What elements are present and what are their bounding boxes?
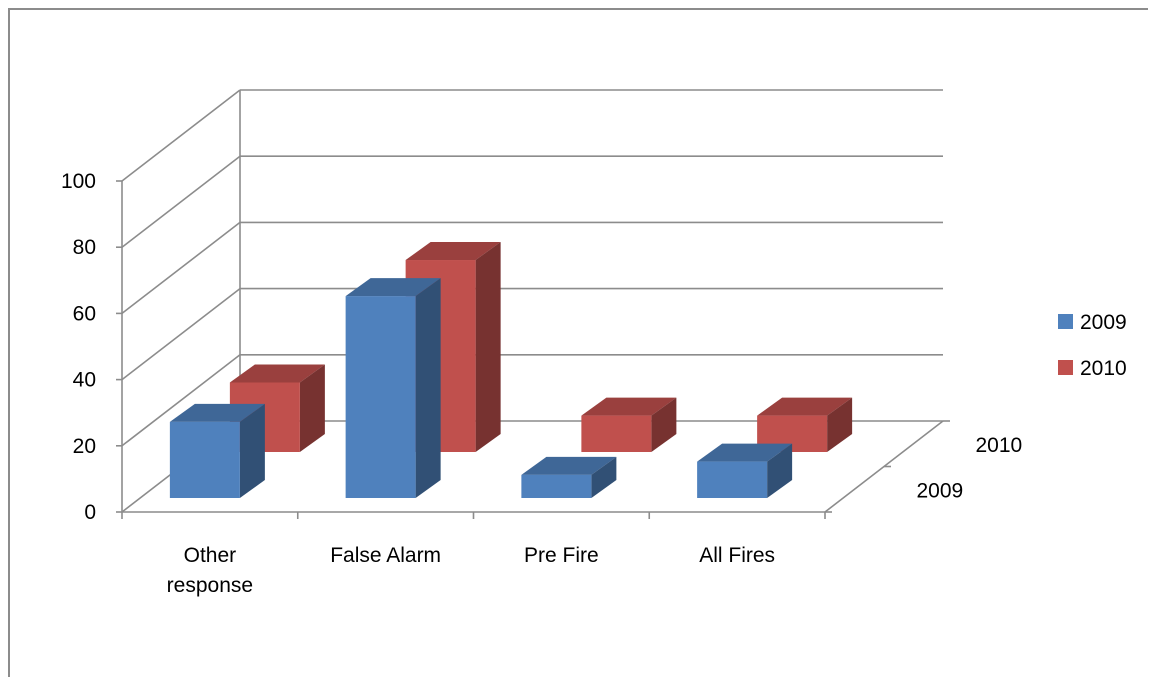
x-category-label: All Fires	[699, 544, 775, 567]
bar-side-face	[415, 278, 441, 498]
x-category-label: Other response	[167, 544, 253, 597]
depth-axis-label: 2010	[976, 434, 1023, 457]
y-tick-label: 0	[84, 501, 96, 524]
bar-top-face	[521, 456, 617, 475]
bar-front-face	[345, 296, 416, 498]
bar-side-face	[767, 443, 793, 498]
gridline-side-60	[121, 221, 241, 315]
y-tick-label: 100	[61, 170, 96, 193]
x-category-label-line: False Alarm	[330, 544, 441, 567]
bar-side-face	[651, 397, 677, 452]
bar-front-face	[521, 474, 592, 498]
y-tick-label: 40	[73, 369, 96, 392]
bar-front-face	[697, 461, 768, 498]
bar-top-face	[405, 242, 501, 261]
x-category-label: False Alarm	[330, 544, 441, 567]
bar-front-face	[581, 415, 652, 452]
legend-label: 2010	[1080, 357, 1127, 380]
x-category-label-line: Other	[184, 544, 237, 567]
legend-label: 2009	[1080, 311, 1127, 334]
gridline-side-80	[121, 155, 241, 248]
depth-axis-label: 2009	[917, 479, 964, 502]
legend-swatch-2009	[1058, 314, 1073, 329]
bar-2009-all-fires	[697, 443, 793, 498]
chart-frame	[8, 8, 1148, 677]
bar-side-face	[299, 364, 325, 452]
bar-top-face	[757, 397, 853, 416]
x-category-label: Pre Fire	[524, 544, 599, 567]
bar-2010-pre-fire	[581, 397, 677, 452]
gridline-side-40	[121, 287, 241, 381]
y-tick-label: 80	[73, 236, 96, 259]
bar-top-face	[581, 397, 677, 416]
bar-2009-pre-fire	[521, 456, 617, 498]
gridline-side-100	[121, 89, 241, 182]
bar-side-face	[591, 456, 617, 498]
bar-front-face	[169, 421, 240, 498]
gridline-side-20	[121, 354, 241, 447]
bar-top-face	[345, 278, 441, 297]
legend-swatch-2010	[1058, 360, 1073, 375]
x-category-label-line: Pre Fire	[524, 544, 599, 567]
bar-top-face	[697, 443, 793, 462]
bar-side-face	[239, 403, 265, 498]
bar-2009-other-response	[169, 403, 265, 498]
x-category-label-line: All Fires	[699, 544, 775, 567]
y-tick-label: 20	[73, 435, 96, 458]
bar-side-face	[475, 242, 501, 452]
bar-2009-false-alarm	[345, 278, 441, 498]
bar-top-face	[169, 403, 265, 422]
bar-side-face	[827, 397, 853, 452]
bar-top-face	[229, 364, 325, 383]
y-tick-label: 60	[73, 302, 96, 325]
x-category-label-line: response	[167, 574, 253, 597]
